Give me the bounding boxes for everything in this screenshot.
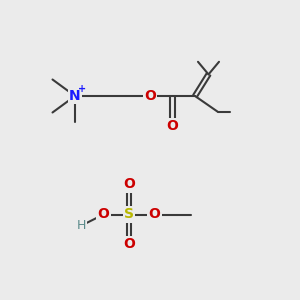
- Text: +: +: [77, 84, 86, 94]
- Text: O: O: [123, 178, 135, 191]
- Text: O: O: [148, 208, 160, 221]
- Text: S: S: [124, 208, 134, 221]
- Text: H: H: [77, 219, 87, 232]
- Text: O: O: [98, 208, 110, 221]
- Text: O: O: [123, 238, 135, 251]
- Text: O: O: [167, 119, 178, 133]
- Text: N: N: [69, 89, 81, 103]
- Text: O: O: [144, 89, 156, 103]
